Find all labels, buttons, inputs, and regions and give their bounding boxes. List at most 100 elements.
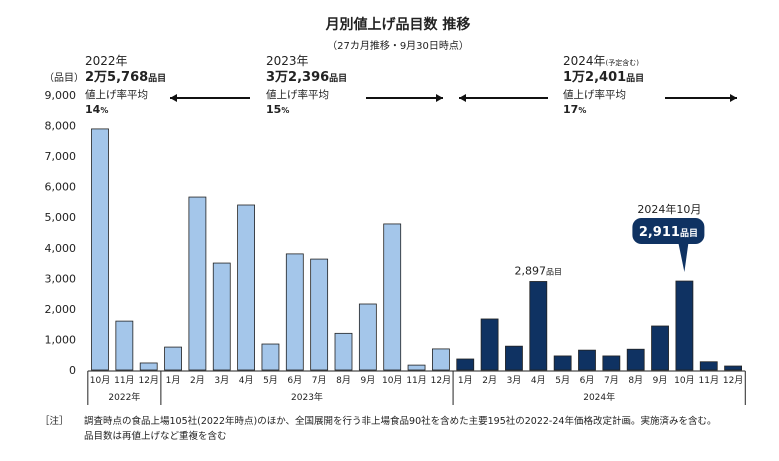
summary-year: 2022年 [85,54,128,68]
bar [675,280,694,371]
chart-title: 月別値上げ品目数 推移 [325,16,471,33]
bar [383,223,402,371]
summary-total: 1万2,401品目 [563,70,644,85]
y-tick-label: 9,000 [45,89,77,102]
bar [358,303,377,371]
summary-total-value: 3万2,396 [266,70,329,85]
summary-total-unit: 品目 [148,73,166,84]
data-label-value: 2,897 [515,264,547,277]
callout-label: 2,911品目 [639,225,698,240]
summary-avg-unit: % [281,106,289,115]
footnote-tag: ［注］ [40,415,69,427]
bar [115,320,134,371]
bar [285,253,304,371]
x-tick-label: 11月 [699,375,719,386]
x-tick-label: 1月 [166,375,181,386]
x-tick-label: 3月 [214,375,229,386]
bar [237,204,256,371]
summary-total: 3万2,396品目 [266,70,347,85]
bar [626,348,645,371]
x-tick-label: 12月 [138,375,158,386]
year-label: 2024年 [583,391,615,403]
year-label: 2022年 [108,391,140,403]
summary-year-text: 2022年 [85,54,128,68]
x-tick-label: 6月 [580,375,595,386]
bar [651,325,669,371]
x-tick-label: 11月 [114,375,134,386]
period-arrow-head [170,94,177,102]
bar [164,346,182,371]
x-tick-label: 2月 [482,375,497,386]
x-tick-label: 3月 [507,375,522,386]
summary-avg-label: 値上げ率平均 [85,88,148,101]
bar [529,281,548,371]
summary-year: 2023年 [266,54,309,68]
x-tick-label: 5月 [263,375,278,386]
x-tick-label: 9月 [360,375,375,386]
x-tick-label: 12月 [723,375,743,386]
summary-avg-value: 15 [266,103,281,116]
summary-total: 2万5,768品目 [85,70,166,85]
y-tick-label: 2,000 [45,303,77,316]
bar [310,258,329,371]
summary-avg: 17% [563,103,586,116]
callout-value: 2,911 [639,225,680,240]
summary-avg-unit: % [578,106,586,115]
bar [139,362,158,371]
y-tick-label: 7,000 [45,150,77,163]
summary-year-text: 2023年 [266,54,309,68]
bar [724,365,742,371]
x-tick-label: 4月 [531,375,546,386]
bar [602,355,621,371]
y-tick-label: 3,000 [45,272,77,285]
summary-avg: 15% [266,103,289,116]
year-label: 2023年 [291,391,323,403]
summary-year-note: (予定含む) [606,58,640,67]
data-label: 2,897品目 [515,264,563,277]
x-tick-label: 4月 [239,375,254,386]
callout-bubble [632,218,705,244]
bar [456,358,475,371]
callout-unit: 品目 [680,228,698,239]
y-tick-label: 5,000 [45,211,77,224]
summary-year: 2024年(予定含む) [563,54,639,68]
x-tick-label: 10月 [382,375,402,386]
data-label-unit: 品目 [546,267,562,276]
summary-avg: 14% [85,103,108,116]
period-arrow-head [730,94,737,102]
bar [188,196,207,371]
summary-total-value: 2万5,768 [85,70,148,85]
bar [578,349,596,371]
bar [91,128,109,371]
summary-avg-label: 値上げ率平均 [266,88,329,101]
y-tick-label: 6,000 [45,181,77,194]
y-tick-label: 8,000 [45,120,77,133]
y-tick-label: 4,000 [45,242,77,255]
bar [505,345,523,371]
summary-avg-value: 17 [563,103,578,116]
bar [480,318,499,371]
callout-pointer [678,243,689,272]
callout-title: 2024年10月 [637,202,701,216]
x-tick-label: 12月 [431,375,451,386]
x-tick-label: 8月 [628,375,643,386]
footnote-line1: 調査時点の食品上場105社(2022年時点)のほか、全国展開を行う非上場食品90… [84,415,716,427]
summary-year-text: 2024年 [563,54,606,68]
x-tick-label: 5月 [555,375,570,386]
bar [553,355,572,371]
summary-avg-label: 値上げ率平均 [563,88,626,101]
bar [261,343,280,371]
x-tick-label: 1月 [458,375,473,386]
x-tick-label: 7月 [604,375,619,386]
summary-avg-unit: % [100,106,108,115]
bar [699,361,718,371]
y-axis-label: （品目） [44,72,84,84]
summary-avg-value: 14 [85,103,101,116]
x-tick-label: 6月 [287,375,302,386]
summary-total-unit: 品目 [626,73,644,84]
chart-subtitle: （27カ月推移・9月30日時点） [327,39,469,52]
bar [431,348,450,371]
y-tick-label: 0 [69,364,76,377]
